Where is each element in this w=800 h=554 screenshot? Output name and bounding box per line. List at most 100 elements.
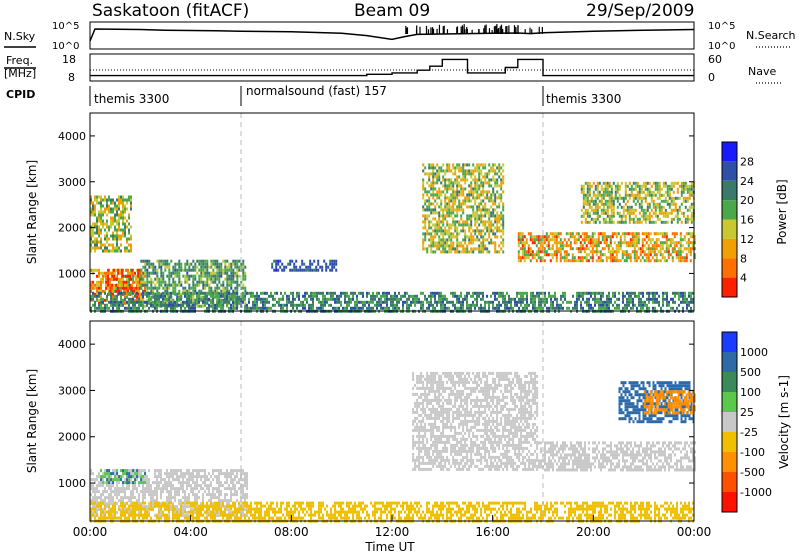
heat-cell bbox=[92, 505, 94, 509]
heat-cell bbox=[139, 268, 142, 272]
heat-cell bbox=[468, 306, 470, 310]
heat-cell bbox=[450, 196, 453, 200]
heat-cell bbox=[96, 490, 98, 494]
heat-cell bbox=[452, 193, 455, 197]
heat-cell bbox=[214, 289, 217, 293]
heat-cell bbox=[301, 259, 304, 263]
heat-cell bbox=[500, 187, 503, 191]
heat-cell bbox=[148, 274, 151, 278]
heat-cell bbox=[516, 300, 518, 304]
heat-cell bbox=[524, 303, 526, 307]
heat-cell bbox=[472, 190, 475, 194]
heat-cell bbox=[598, 291, 600, 295]
heat-cell bbox=[468, 205, 471, 209]
heat-cell bbox=[454, 226, 457, 230]
heat-cell bbox=[140, 469, 142, 473]
heat-cell bbox=[310, 303, 312, 307]
heat-cell bbox=[602, 181, 605, 185]
heat-cell bbox=[444, 193, 447, 197]
heat-cell bbox=[648, 217, 651, 221]
heat-cell bbox=[632, 291, 634, 295]
heat-cell bbox=[450, 235, 453, 239]
heat-cell bbox=[94, 207, 96, 211]
heat-cell bbox=[678, 205, 681, 209]
heat-cell bbox=[275, 268, 278, 272]
heat-cell bbox=[402, 303, 404, 307]
heat-cell bbox=[274, 303, 276, 307]
heat-cell bbox=[686, 187, 689, 191]
heat-cell bbox=[537, 241, 540, 245]
heat-cell bbox=[597, 241, 600, 245]
heat-cell bbox=[124, 306, 126, 310]
heat-cell bbox=[444, 169, 447, 173]
heat-cell bbox=[216, 294, 218, 298]
heat-cell bbox=[138, 306, 140, 310]
heat-cell bbox=[202, 304, 205, 308]
heat-cell bbox=[322, 303, 324, 307]
heat-cell bbox=[563, 238, 566, 242]
heat-cell bbox=[116, 300, 118, 304]
heat-cell bbox=[661, 253, 664, 257]
heat-cell bbox=[690, 190, 693, 194]
heat-cell bbox=[184, 265, 187, 269]
heat-cell bbox=[470, 190, 473, 194]
heat-cell bbox=[494, 199, 497, 203]
heat-cell bbox=[94, 210, 96, 214]
heat-cell bbox=[119, 271, 122, 275]
heat-cell bbox=[600, 202, 603, 206]
heat-cell bbox=[98, 225, 100, 229]
heat-cell bbox=[148, 294, 150, 298]
heat-cell bbox=[482, 175, 485, 179]
heat-cell bbox=[438, 214, 441, 218]
heat-cell bbox=[436, 303, 438, 307]
heat-cell bbox=[474, 211, 477, 215]
heat-cell bbox=[232, 297, 234, 301]
heat-cell bbox=[102, 484, 104, 488]
heat-cell bbox=[647, 253, 650, 257]
heat-cell bbox=[627, 256, 630, 260]
heat-cell bbox=[622, 300, 624, 304]
heat-cell bbox=[440, 169, 443, 173]
heat-cell bbox=[605, 241, 608, 245]
heat-cell bbox=[456, 306, 458, 310]
heat-cell bbox=[603, 241, 606, 245]
heat-cell bbox=[130, 225, 132, 229]
heat-cell bbox=[584, 202, 587, 206]
heat-cell bbox=[114, 490, 116, 494]
heat-cell bbox=[106, 222, 108, 226]
heat-cell bbox=[214, 280, 217, 284]
heat-cell bbox=[186, 289, 189, 293]
heat-cell bbox=[565, 256, 568, 260]
heat-cell bbox=[549, 238, 552, 242]
heat-cell bbox=[202, 271, 205, 275]
heat-cell bbox=[104, 298, 106, 302]
heat-cell bbox=[426, 214, 429, 218]
heat-cell bbox=[210, 304, 213, 308]
heat-cell bbox=[666, 190, 669, 194]
heat-cell bbox=[502, 175, 505, 179]
heat-cell bbox=[98, 298, 100, 302]
heat-cell bbox=[184, 306, 186, 310]
heat-cell bbox=[200, 297, 202, 301]
heat-cell bbox=[464, 297, 466, 301]
heat-cell bbox=[422, 208, 425, 212]
heat-cell bbox=[154, 271, 157, 275]
heat-cell bbox=[150, 496, 152, 500]
heat-cell bbox=[356, 306, 358, 310]
heat-cell bbox=[488, 163, 491, 167]
heat-cell bbox=[130, 469, 132, 473]
heat-cell bbox=[436, 202, 439, 206]
heat-cell bbox=[446, 223, 449, 227]
heat-cell bbox=[492, 306, 494, 310]
heat-cell bbox=[258, 297, 260, 301]
heat-cell bbox=[322, 294, 324, 298]
heat-cell bbox=[200, 268, 203, 272]
heat-cell bbox=[230, 262, 233, 266]
heat-cell bbox=[130, 490, 132, 494]
heat-cell bbox=[202, 295, 205, 299]
heat-cell bbox=[488, 214, 491, 218]
heat-cell bbox=[456, 294, 458, 298]
heat-cell bbox=[648, 193, 651, 197]
heat-cell bbox=[580, 187, 583, 191]
heat-cell bbox=[452, 300, 454, 304]
